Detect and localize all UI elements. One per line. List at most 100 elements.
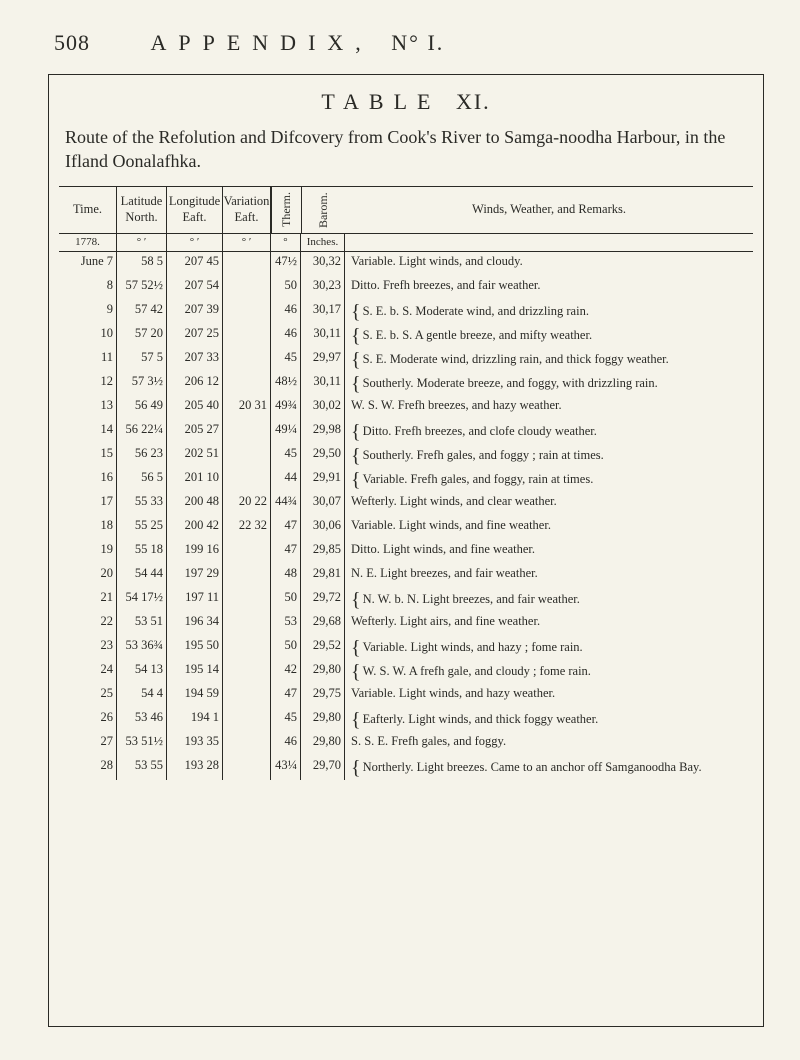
cell: 56 23	[117, 444, 167, 468]
cell: 16	[59, 468, 117, 492]
cell	[223, 252, 271, 276]
cell: 47	[271, 684, 301, 708]
remarks-text: Wefterly. Light airs, and fine weather.	[351, 614, 540, 628]
remarks-text: S. E. Moderate wind, drizzling rain, and…	[363, 352, 669, 366]
remarks-text: Variable. Light winds, and cloudy.	[351, 254, 523, 268]
table-row: 1755 33200 4820 2244¾30,07Wefterly. Ligh…	[59, 492, 753, 516]
remarks-text: Ditto. Frefh breezes, and clofe cloudy w…	[363, 424, 597, 438]
brace-icon: {	[351, 662, 361, 682]
cell: 12	[59, 372, 117, 396]
cell: 26	[59, 708, 117, 732]
remarks-text: Ditto. Frefh breezes, and fair weather.	[351, 278, 541, 292]
grid-body: June 758 5207 4547½30,32Variable. Light …	[59, 252, 753, 1022]
table-row: 2253 51196 345329,68Wefterly. Light airs…	[59, 612, 753, 636]
brace-icon: {	[351, 350, 361, 370]
cell: 49¾	[271, 396, 301, 420]
cell: 43¼	[271, 756, 301, 780]
appendix-label: APPENDIX,	[151, 30, 373, 55]
cell: 55 18	[117, 540, 167, 564]
brace-icon: {	[351, 446, 361, 466]
cell: 194 59	[167, 684, 223, 708]
cell: 28	[59, 756, 117, 780]
cell: 20 31	[223, 396, 271, 420]
remarks-text: S. E. b. S. Moderate wind, and drizzling…	[363, 304, 589, 318]
remarks-text: Variable. Light winds, and fine weather.	[351, 518, 551, 532]
cell: 207 39	[167, 300, 223, 324]
cell: 56 5	[117, 468, 167, 492]
remarks-text: Southerly. Moderate breeze, and foggy, w…	[363, 376, 658, 390]
brace-icon: {	[351, 470, 361, 490]
remarks-text: Eafterly. Light winds, and thick foggy w…	[363, 712, 599, 726]
cell-remarks: {Northerly. Light breezes. Came to an an…	[345, 756, 753, 780]
cell: 57 20	[117, 324, 167, 348]
cell: 19	[59, 540, 117, 564]
cell	[223, 636, 271, 660]
cell: 29,80	[301, 708, 345, 732]
cell: 54 17½	[117, 588, 167, 612]
cell: 30,06	[301, 516, 345, 540]
cell: 196 34	[167, 612, 223, 636]
table-title: TABLE XI.	[59, 89, 753, 115]
cell: 50	[271, 588, 301, 612]
cell-remarks: Ditto. Light winds, and fine weather.	[345, 540, 753, 564]
cell: 30,23	[301, 276, 345, 300]
appendix-number: N° I.	[391, 30, 444, 55]
cell: 50	[271, 276, 301, 300]
cell: 30,07	[301, 492, 345, 516]
cell	[223, 300, 271, 324]
cell: 49¼	[271, 420, 301, 444]
table-title-number: XI.	[456, 89, 491, 114]
brace-icon: {	[351, 422, 361, 442]
cell: 30,11	[301, 324, 345, 348]
cell: 54 4	[117, 684, 167, 708]
remarks-text: W. S. W. Frefh breezes, and hazy weather…	[351, 398, 562, 412]
table-title-label: TABLE	[321, 89, 440, 114]
table-row: 2853 55193 2843¼29,70{Northerly. Light b…	[59, 756, 753, 780]
header-row: Time. Latitude North. Longitude Eaft. Va…	[59, 187, 753, 234]
col-header-lat: Latitude North.	[117, 187, 167, 233]
cell: 8	[59, 276, 117, 300]
col-header-therm: Therm.	[271, 187, 301, 233]
subhead-rem	[345, 234, 753, 251]
remarks-text: Wefterly. Light winds, and clear weather…	[351, 494, 557, 508]
cell: 200 42	[167, 516, 223, 540]
cell: 30,02	[301, 396, 345, 420]
cell: 18	[59, 516, 117, 540]
cell-remarks: Ditto. Frefh breezes, and fair weather.	[345, 276, 753, 300]
cell-remarks: N. E. Light breezes, and fair weather.	[345, 564, 753, 588]
cell: 193 35	[167, 732, 223, 756]
subheader-row: 1778. ° ′ ° ′ ° ′ ° Inches.	[59, 234, 753, 252]
table-row: 1356 49205 4020 3149¾30,02W. S. W. Frefh…	[59, 396, 753, 420]
cell: 29,85	[301, 540, 345, 564]
table-row: 857 52½207 545030,23Ditto. Frefh breezes…	[59, 276, 753, 300]
cell-remarks: {S. E. b. S. A gentle breeze, and mifty …	[345, 324, 753, 348]
col-header-remarks: Winds, Weather, and Remarks.	[345, 187, 753, 233]
cell: 53 51½	[117, 732, 167, 756]
page-number: 508	[54, 30, 90, 55]
cell: 29,91	[301, 468, 345, 492]
cell: 23	[59, 636, 117, 660]
table-row: June 758 5207 4547½30,32Variable. Light …	[59, 252, 753, 276]
cell: 53 55	[117, 756, 167, 780]
subhead-barom: Inches.	[301, 234, 345, 251]
cell: 30,32	[301, 252, 345, 276]
cell	[223, 468, 271, 492]
cell: 24	[59, 660, 117, 684]
table-row: 957 42207 394630,17{S. E. b. S. Moderate…	[59, 300, 753, 324]
cell: 55 33	[117, 492, 167, 516]
cell: 201 10	[167, 468, 223, 492]
table-row: 2353 36¾195 505029,52{Variable. Light wi…	[59, 636, 753, 660]
cell	[223, 756, 271, 780]
cell: 45	[271, 348, 301, 372]
cell: 56 49	[117, 396, 167, 420]
cell: 29,50	[301, 444, 345, 468]
col-header-barom: Barom.	[301, 187, 345, 233]
remarks-text: Southerly. Frefh gales, and foggy ; rain…	[363, 448, 604, 462]
remarks-text: Ditto. Light winds, and fine weather.	[351, 542, 535, 556]
remarks-text: S. E. b. S. A gentle breeze, and mifty w…	[363, 328, 592, 342]
remarks-text: Variable. Frefh gales, and foggy, rain a…	[363, 472, 594, 486]
brace-icon: {	[351, 590, 361, 610]
subhead-var: ° ′	[223, 234, 271, 251]
col-header-time: Time.	[59, 187, 117, 233]
table-row: 2054 44197 294829,81N. E. Light breezes,…	[59, 564, 753, 588]
